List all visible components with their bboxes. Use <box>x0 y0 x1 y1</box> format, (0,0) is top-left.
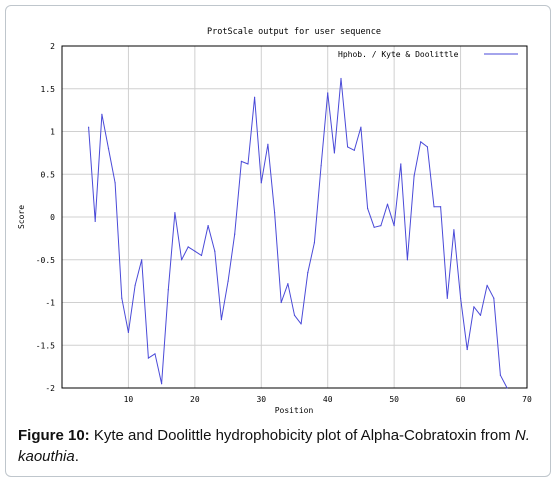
data-point <box>147 357 149 359</box>
y-tick-labels: 2 1.5 1 0.5 0 -0.5 -1 -1.5 -2 <box>36 42 55 393</box>
data-point <box>373 226 375 228</box>
data-point <box>161 383 163 385</box>
data-point <box>420 141 422 143</box>
caption-end: . <box>74 448 79 465</box>
x-axis-label: Position <box>275 406 314 415</box>
legend: Hphob. / Kyte & Doolittle <box>338 50 518 59</box>
data-point <box>347 146 349 148</box>
y-tick-label: -0.5 <box>36 256 55 265</box>
x-tick-label: 30 <box>256 395 266 404</box>
figure-frame <box>5 5 551 477</box>
x-tick-label: 50 <box>389 395 399 404</box>
data-point <box>327 92 329 94</box>
data-point <box>400 163 402 165</box>
data-point <box>121 297 123 299</box>
data-point <box>367 207 369 209</box>
data-point <box>107 148 110 150</box>
data-point <box>426 146 428 148</box>
data-point <box>280 301 282 304</box>
grid-lines <box>62 46 527 388</box>
data-point <box>353 149 355 151</box>
y-tick-label: 0 <box>50 213 55 222</box>
x-tick-label: 20 <box>190 395 200 404</box>
data-point <box>94 220 96 222</box>
data-point <box>466 348 468 351</box>
data-point <box>479 314 482 316</box>
data-point <box>220 319 222 321</box>
x-tick-label: 60 <box>456 395 466 404</box>
caption-species: N. kaouthia <box>18 427 530 465</box>
series-line <box>88 78 508 389</box>
data-point <box>493 297 495 299</box>
data-point <box>386 203 389 205</box>
data-point <box>227 280 229 282</box>
data-point <box>473 306 475 308</box>
data-point <box>88 126 90 128</box>
x-tick-label: 40 <box>323 395 333 404</box>
data-point <box>240 160 242 162</box>
hydrophobicity-chart: ProtScale output for user sequence 2 1.5 1… <box>17 27 532 415</box>
data-point <box>167 289 169 291</box>
y-axis-label: Score <box>17 205 26 229</box>
data-point <box>234 233 236 235</box>
data-point <box>453 229 455 231</box>
data-point <box>207 225 209 227</box>
caption-text: Kyte and Doolittle hydrophobicity plot o… <box>89 427 515 444</box>
data-point <box>393 225 395 227</box>
data-point <box>187 246 189 248</box>
data-point <box>114 182 116 184</box>
data-point <box>134 284 136 286</box>
data-point <box>141 259 143 261</box>
data-point <box>413 175 415 177</box>
y-tick-label: 0.5 <box>41 170 56 179</box>
data-point <box>460 297 462 299</box>
data-point <box>300 323 302 325</box>
data-point <box>154 353 156 355</box>
data-point <box>127 331 129 333</box>
data-point <box>174 212 176 214</box>
data-point <box>214 250 216 252</box>
y-tick-label: -2 <box>45 384 55 393</box>
data-point <box>200 254 203 257</box>
x-tick-label: 70 <box>522 395 532 404</box>
y-tick-label: -1 <box>45 299 55 308</box>
y-tick-label: -1.5 <box>36 341 55 350</box>
data-point <box>380 225 382 227</box>
data-point <box>446 297 448 299</box>
data-point <box>267 143 269 145</box>
data-point <box>506 387 508 389</box>
data-point <box>499 374 501 376</box>
data-point <box>293 314 296 316</box>
chart-title: ProtScale output for user sequence <box>207 27 381 37</box>
data-point <box>486 284 488 286</box>
data-point <box>340 77 342 80</box>
x-tick-labels: 10 20 30 40 50 60 70 <box>124 395 532 404</box>
data-point <box>433 206 435 208</box>
data-point <box>274 212 276 214</box>
plot-area <box>61 45 528 389</box>
data-point <box>101 113 103 115</box>
data-point <box>307 272 309 274</box>
data-point <box>360 126 362 128</box>
y-tick-label: 1 <box>50 128 55 137</box>
legend-label: Hphob. / Kyte & Doolittle <box>338 50 459 59</box>
data-point <box>181 259 183 261</box>
series-layer <box>88 77 508 389</box>
data-point <box>254 96 256 98</box>
y-tick-label: 1.5 <box>41 85 56 94</box>
data-point <box>247 163 249 165</box>
figure-caption: Figure 10: Kyte and Doolittle hydrophobi… <box>18 425 543 467</box>
data-point <box>333 152 335 154</box>
data-point <box>287 283 289 285</box>
caption-label: Figure 10: <box>18 427 90 444</box>
data-point <box>440 206 442 208</box>
y-tick-label: 2 <box>50 42 55 51</box>
data-point <box>313 242 315 244</box>
x-tick-label: 10 <box>124 395 134 404</box>
data-point <box>320 165 322 167</box>
data-point <box>194 250 196 252</box>
data-point <box>260 182 262 184</box>
data-point <box>406 259 408 261</box>
